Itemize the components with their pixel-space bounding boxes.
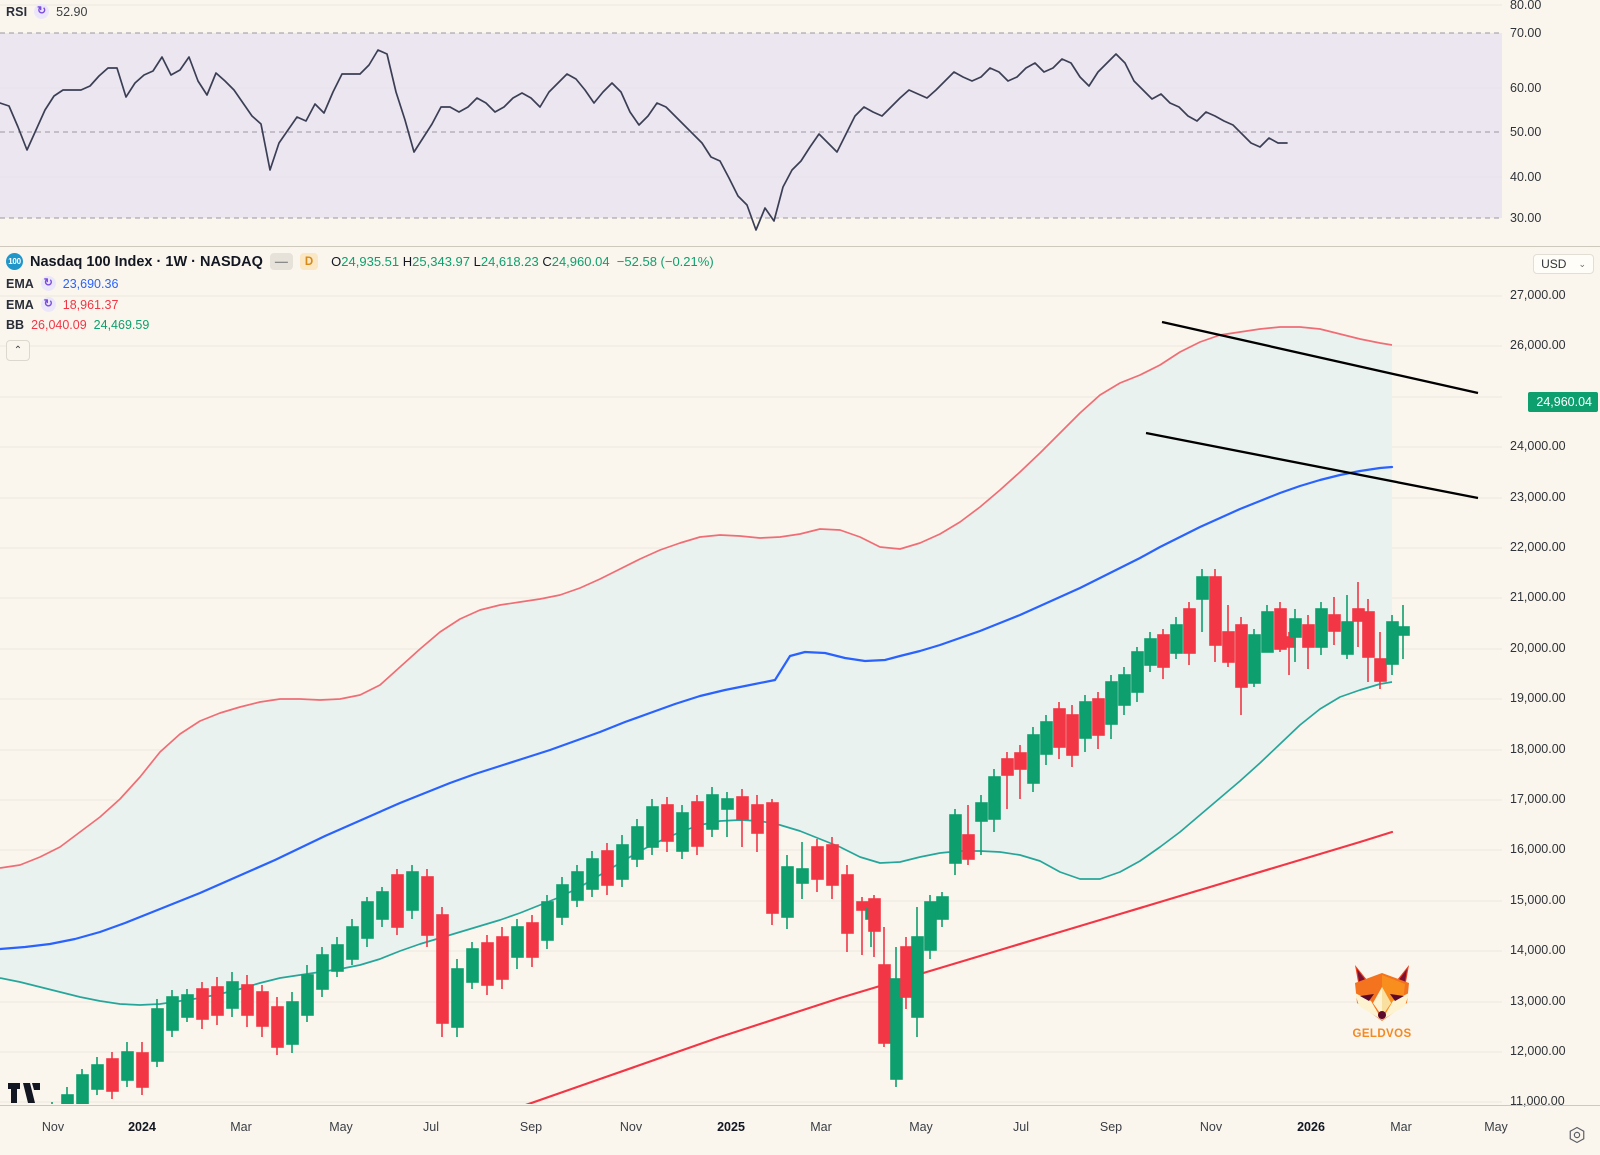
- rsi-tick: 70.00: [1510, 26, 1542, 40]
- chevron-down-icon: ⌄: [1578, 258, 1586, 269]
- time-tick: 2024: [128, 1120, 156, 1134]
- trend-channel: [1145, 320, 1479, 500]
- rsi-legend[interactable]: RSI ↻ 52.90: [6, 4, 87, 19]
- price-tick: 22,000.00: [1510, 540, 1566, 554]
- pane-separator[interactable]: [0, 246, 1600, 247]
- price-tick: 24,000.00: [1510, 439, 1566, 453]
- price-tick: 15,000.00: [1510, 893, 1566, 907]
- indicator-ema-slow[interactable]: EMA ↻ 18,961.37: [6, 297, 714, 312]
- watermark-text: GELDVOS: [1352, 1028, 1412, 1040]
- ema-fast-label: EMA: [6, 276, 34, 291]
- rsi-pane: RSI ↻ 52.90: [0, 0, 1502, 246]
- price-tick: 18,000.00: [1510, 742, 1566, 756]
- ema-fast-line: [0, 465, 1394, 951]
- rsi-tick: 60.00: [1510, 81, 1542, 95]
- time-tick: May: [329, 1120, 353, 1134]
- adjustment-badge[interactable]: D: [299, 253, 319, 270]
- ema-slow-line: [525, 830, 1394, 1104]
- price-plot: [0, 247, 1502, 1104]
- tradingview-logo-icon[interactable]: [8, 1083, 42, 1103]
- price-tick: 16,000.00: [1510, 842, 1566, 856]
- time-tick: May: [909, 1120, 933, 1134]
- candle-series: [51, 569, 1410, 1104]
- price-tick: 12,000.00: [1510, 1044, 1566, 1058]
- rsi-price-axis[interactable]: 80.00 70.00 60.00 50.00 40.00 30.00: [1502, 0, 1600, 246]
- price-tick: 21,000.00: [1510, 590, 1566, 604]
- low-value: 24,618.23: [480, 254, 539, 269]
- high-key: H: [402, 254, 413, 269]
- rsi-tick: 30.00: [1510, 211, 1542, 225]
- symbol-row[interactable]: 100 Nasdaq 100 Index · 1W · NASDAQ — D O…: [6, 253, 714, 270]
- watermark: GELDVOS: [1347, 963, 1417, 1040]
- rsi-tick: 50.00: [1510, 125, 1542, 139]
- low-key: L: [473, 254, 481, 269]
- time-tick: Nov: [1199, 1120, 1223, 1134]
- price-tick: 13,000.00: [1510, 994, 1566, 1008]
- currency-selector[interactable]: USD ⌄: [1533, 254, 1594, 274]
- indicator-bollinger-bands[interactable]: BB 26,040.09 24,469.59: [6, 318, 714, 332]
- refresh-icon[interactable]: ↻: [40, 276, 56, 291]
- time-tick: Mar: [230, 1120, 252, 1134]
- collapse-legend-button[interactable]: ⌃: [6, 340, 30, 361]
- settings-icon[interactable]: [1568, 1126, 1586, 1144]
- time-tick: Mar: [1390, 1120, 1412, 1134]
- rsi-label: RSI: [6, 4, 28, 19]
- price-tick: 11,000.00: [1510, 1094, 1565, 1108]
- ema-fast-value: 23,690.36: [62, 276, 119, 291]
- bb-lower-value: 24,469.59: [93, 318, 150, 332]
- bb-fill: [0, 327, 1392, 1005]
- price-tick: 26,000.00: [1510, 338, 1566, 352]
- high-value: 25,343.97: [412, 254, 470, 269]
- rsi-value: 52.90: [56, 4, 88, 19]
- time-tick: Nov: [619, 1120, 643, 1134]
- price-pane: 100 Nasdaq 100 Index · 1W · NASDAQ — D O…: [0, 247, 1502, 1104]
- rsi-plot: [0, 0, 1502, 246]
- close-key: C: [542, 254, 552, 269]
- price-tick: 20,000.00: [1510, 641, 1566, 655]
- current-price-badge[interactable]: 24,960.04: [1528, 392, 1598, 412]
- time-tick: May: [1484, 1120, 1508, 1134]
- price-tick: 17,000.00: [1510, 792, 1566, 806]
- time-tick: Nov: [41, 1120, 65, 1134]
- price-tick: 14,000.00: [1510, 943, 1566, 957]
- chart-type-icon[interactable]: —: [269, 253, 293, 270]
- ema-slow-value: 18,961.37: [62, 297, 119, 312]
- channel-upper-line: [1161, 320, 1479, 395]
- time-tick: Mar: [810, 1120, 832, 1134]
- indicator-ema-fast[interactable]: EMA ↻ 23,690.36: [6, 276, 714, 291]
- price-tick: 27,000.00: [1510, 288, 1566, 302]
- price-axis[interactable]: 27,000.00 26,000.00 24,000.00 23,000.00 …: [1502, 246, 1600, 1108]
- time-tick: Sep: [1099, 1120, 1123, 1134]
- ema-slow-label: EMA: [6, 297, 34, 312]
- price-change: −52.58 (−0.21%): [616, 254, 714, 269]
- time-axis[interactable]: Nov 2024 Mar May Jul Sep Nov 2025 Mar Ma…: [0, 1105, 1600, 1155]
- bb-upper-value: 26,040.09: [31, 318, 87, 332]
- currency-label: USD: [1541, 257, 1567, 271]
- rsi-tick: 80.00: [1510, 0, 1542, 12]
- channel-lower-line: [1145, 431, 1479, 500]
- open-value: 24,935.51: [341, 254, 400, 269]
- price-tick: 23,000.00: [1510, 490, 1566, 504]
- bb-upper-line: [0, 326, 1393, 869]
- price-tick: 19,000.00: [1510, 691, 1566, 705]
- price-legend: 100 Nasdaq 100 Index · 1W · NASDAQ — D O…: [6, 253, 714, 361]
- close-value: 24,960.04: [551, 254, 610, 269]
- bb-label: BB: [6, 318, 25, 332]
- time-tick: Jul: [1013, 1120, 1029, 1134]
- open-key: O: [331, 254, 342, 269]
- symbol-title[interactable]: Nasdaq 100 Index · 1W · NASDAQ: [30, 253, 263, 270]
- fox-logo-icon: [1355, 965, 1409, 1021]
- refresh-icon[interactable]: ↻: [40, 297, 56, 312]
- symbol-logo-icon: 100: [6, 253, 23, 270]
- time-tick: 2025: [717, 1120, 745, 1134]
- refresh-icon[interactable]: ↻: [34, 4, 50, 19]
- time-tick: 2026: [1297, 1120, 1325, 1134]
- time-tick: Sep: [519, 1120, 543, 1134]
- ohlc-values: O24,935.51 H25,343.97 L24,618.23 C24,960…: [331, 254, 713, 269]
- rsi-tick: 40.00: [1510, 170, 1542, 184]
- time-tick: Jul: [423, 1120, 439, 1134]
